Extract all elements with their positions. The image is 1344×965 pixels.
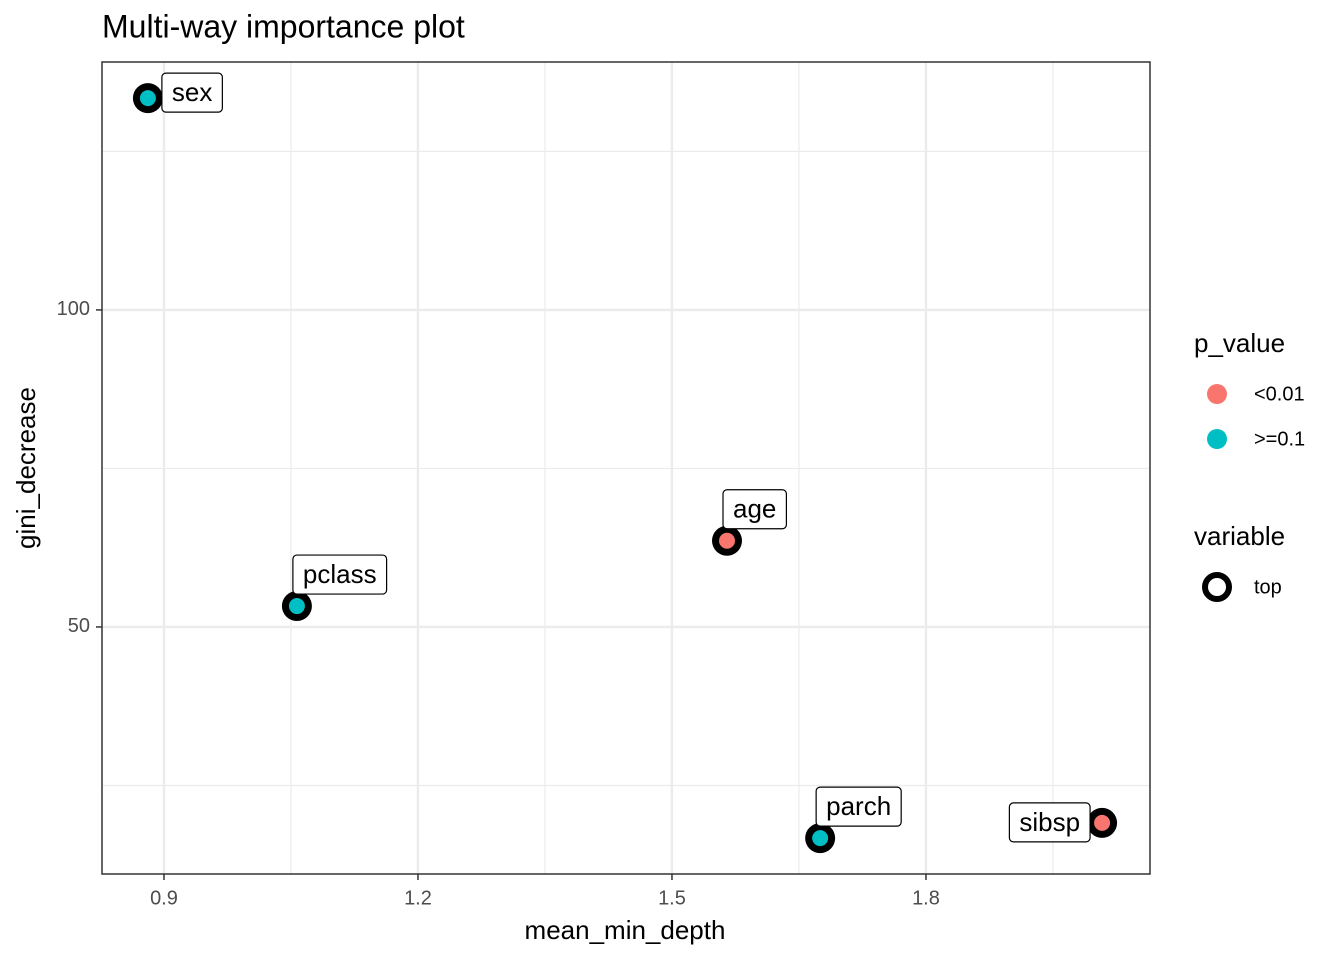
label-box — [161, 72, 223, 113]
x-axis-title: mean_min_depth — [525, 915, 726, 945]
y-tick-label: 100 — [57, 298, 90, 320]
point-label: sibsp — [1008, 802, 1091, 843]
label-text: pclass — [303, 559, 377, 589]
label-box — [815, 786, 902, 827]
x-tick-label: 1.2 — [404, 887, 432, 909]
plot-border — [101, 61, 1151, 875]
legend-label: <0.01 — [1254, 383, 1305, 405]
label-text: sex — [172, 77, 212, 107]
label-text: sibsp — [1019, 807, 1080, 837]
point-label: pclass — [292, 554, 388, 595]
point — [1094, 814, 1111, 831]
legend-swatch — [1207, 429, 1227, 449]
legend-label: >=0.1 — [1254, 428, 1305, 450]
point — [812, 830, 829, 847]
point-label: sex — [161, 72, 223, 113]
chart-title: Multi-way importance plot — [102, 8, 465, 44]
legend-title: variable — [1194, 521, 1285, 551]
y-axis-title: gini_decrease — [11, 387, 41, 549]
legend-swatch — [1202, 572, 1232, 602]
grid — [102, 62, 1150, 874]
legend-swatch — [1207, 384, 1227, 404]
legend-title: p_value — [1194, 328, 1285, 358]
label-text: age — [733, 494, 776, 524]
point — [719, 532, 736, 549]
point-label: age — [722, 489, 787, 530]
legend-label: top — [1254, 576, 1282, 598]
y-tick-label: 50 — [68, 615, 90, 637]
x-tick-label: 1.8 — [912, 887, 940, 909]
label-text: parch — [826, 791, 891, 821]
x-tick-label: 1.5 — [658, 887, 686, 909]
point-label: parch — [815, 786, 902, 827]
x-tick-label: 0.9 — [150, 887, 178, 909]
label-box — [722, 489, 787, 530]
label-box — [1008, 802, 1091, 843]
point — [139, 90, 156, 107]
point — [288, 598, 305, 615]
label-box — [292, 554, 388, 595]
